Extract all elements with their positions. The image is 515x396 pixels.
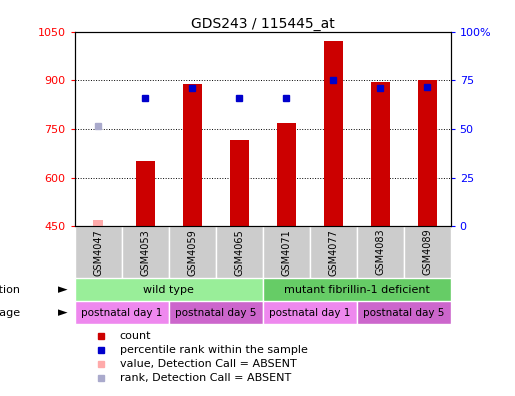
Text: wild type: wild type (143, 285, 194, 295)
Bar (371, 82, 389, 226)
FancyBboxPatch shape (404, 226, 451, 278)
Bar (277, 122, 296, 226)
Text: GSM4053: GSM4053 (140, 229, 150, 276)
Bar (93, 220, 104, 226)
FancyBboxPatch shape (122, 226, 168, 278)
Bar (136, 162, 154, 226)
Text: postnatal day 5: postnatal day 5 (175, 308, 256, 318)
Text: rank, Detection Call = ABSENT: rank, Detection Call = ABSENT (120, 373, 291, 383)
Text: ►: ► (58, 306, 67, 319)
FancyBboxPatch shape (263, 301, 356, 324)
Text: development stage: development stage (0, 308, 20, 318)
Text: GSM4083: GSM4083 (375, 229, 385, 276)
Text: GSM4047: GSM4047 (93, 229, 103, 276)
Text: GSM4059: GSM4059 (187, 229, 197, 276)
Title: GDS243 / 115445_at: GDS243 / 115445_at (191, 17, 335, 30)
Bar (230, 140, 249, 226)
Bar (183, 84, 201, 226)
Text: postnatal day 5: postnatal day 5 (363, 308, 444, 318)
Text: GSM4077: GSM4077 (328, 229, 338, 276)
FancyBboxPatch shape (263, 278, 451, 301)
Text: value, Detection Call = ABSENT: value, Detection Call = ABSENT (120, 359, 297, 369)
Text: GSM4071: GSM4071 (281, 229, 291, 276)
Text: genotype/variation: genotype/variation (0, 285, 20, 295)
FancyBboxPatch shape (75, 278, 263, 301)
FancyBboxPatch shape (310, 226, 356, 278)
FancyBboxPatch shape (263, 226, 310, 278)
FancyBboxPatch shape (356, 301, 451, 324)
Text: postnatal day 1: postnatal day 1 (81, 308, 162, 318)
Text: ►: ► (58, 283, 67, 296)
Text: mutant fibrillin-1 deficient: mutant fibrillin-1 deficient (284, 285, 430, 295)
Text: percentile rank within the sample: percentile rank within the sample (120, 345, 307, 355)
Text: GSM4065: GSM4065 (234, 229, 244, 276)
Bar (418, 80, 437, 226)
Bar (324, 42, 342, 226)
FancyBboxPatch shape (75, 226, 122, 278)
FancyBboxPatch shape (75, 301, 168, 324)
FancyBboxPatch shape (356, 226, 404, 278)
Text: GSM4089: GSM4089 (422, 229, 432, 276)
FancyBboxPatch shape (168, 226, 216, 278)
FancyBboxPatch shape (168, 301, 263, 324)
Text: postnatal day 1: postnatal day 1 (269, 308, 350, 318)
Text: count: count (120, 331, 151, 341)
FancyBboxPatch shape (216, 226, 263, 278)
